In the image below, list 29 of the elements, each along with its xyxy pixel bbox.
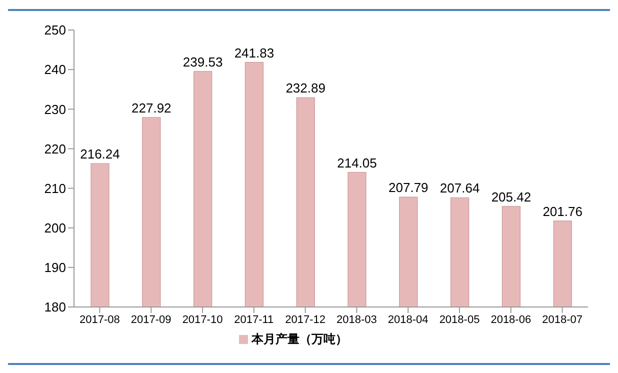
y-tick-label: 210 (44, 180, 66, 196)
y-tick-label: 250 (44, 22, 66, 38)
x-tick-label: 2018-05 (439, 314, 480, 326)
data-label: 205.42 (491, 189, 532, 204)
x-tick-label: 2017-08 (80, 314, 120, 326)
x-tick-label: 2018-06 (490, 314, 532, 326)
y-tick-label: 190 (44, 260, 66, 276)
y-tick-label: 220 (44, 141, 66, 156)
y-tick-label: 240 (44, 62, 66, 78)
data-label: 239.53 (182, 54, 223, 70)
data-label: 232.89 (286, 80, 326, 96)
data-label: 201.76 (542, 204, 582, 219)
data-label: 216.24 (80, 146, 120, 162)
x-tick-label: 2017-12 (285, 314, 326, 326)
legend-label: 本月产量（万吨） (252, 332, 348, 346)
data-label: 241.83 (234, 45, 274, 60)
x-tick-label: 2018-07 (542, 314, 582, 326)
x-tick-label: 2017-09 (130, 314, 172, 326)
data-label: 214.05 (337, 155, 377, 170)
x-tick-label: 2018-04 (388, 314, 428, 326)
x-tick-label: 2017-11 (234, 314, 274, 326)
x-tick-label: 2018-03 (336, 314, 377, 326)
data-label: 207.64 (440, 180, 480, 196)
y-tick-label: 200 (44, 220, 66, 236)
x-tick-label: 2017-10 (182, 314, 223, 326)
data-label: 227.92 (132, 100, 172, 116)
y-tick-label: 180 (44, 300, 66, 315)
data-label: 207.79 (388, 180, 428, 196)
y-tick-label: 230 (44, 102, 66, 117)
